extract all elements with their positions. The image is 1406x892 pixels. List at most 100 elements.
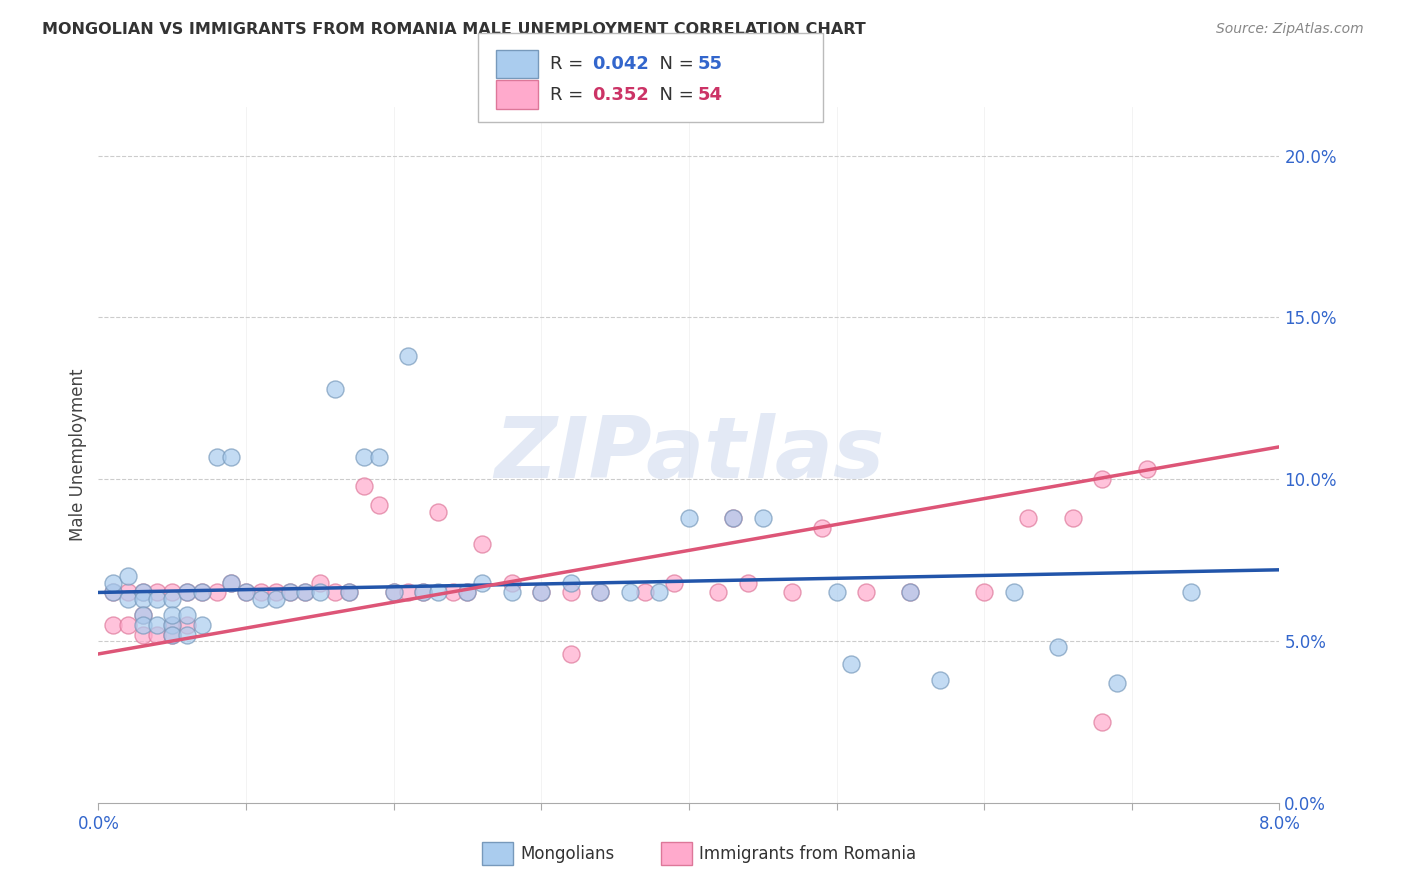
Text: 0.042: 0.042 [592,55,648,73]
Point [426,504,449,518]
Point [132,617,155,632]
Point [530,585,553,599]
Point [219,575,242,590]
Point [707,585,730,599]
Point [103,585,125,599]
Text: N =: N = [648,55,700,73]
Point [367,450,389,464]
Point [412,585,434,599]
Point [367,498,389,512]
Point [353,450,375,464]
Point [456,585,478,599]
Point [117,569,139,583]
Point [900,585,922,599]
Point [664,575,686,590]
Point [132,591,155,606]
Point [633,585,655,599]
Point [219,450,242,464]
Point [589,585,612,599]
Point [471,575,494,590]
Point [456,585,478,599]
Point [426,585,449,599]
Point [382,585,405,599]
Point [146,585,169,599]
Point [191,585,214,599]
Point [117,591,139,606]
Point [250,591,273,606]
Point [530,585,553,599]
Point [162,627,183,641]
Point [146,627,169,641]
Point [162,617,183,632]
Point [176,617,198,632]
Point [323,585,346,599]
Text: Source: ZipAtlas.com: Source: ZipAtlas.com [1216,22,1364,37]
Point [308,585,332,599]
Point [560,575,582,590]
Point [176,585,198,599]
Text: R =: R = [550,55,589,73]
Point [382,585,405,599]
Point [308,575,332,590]
Point [1105,676,1128,690]
Point [337,585,360,599]
Text: ZIPatlas: ZIPatlas [494,413,884,497]
Point [278,585,302,599]
Point [825,585,848,599]
Point [648,585,671,599]
Point [928,673,950,687]
Point [103,585,125,599]
Point [782,585,804,599]
Point [162,617,183,632]
Point [264,591,287,606]
Point [162,608,183,623]
Point [721,511,744,525]
Point [191,617,214,632]
Point [337,585,360,599]
Point [191,585,214,599]
Point [162,627,183,641]
Point [412,585,434,599]
Point [560,585,582,599]
Point [205,450,228,464]
Point [235,585,257,599]
Point [176,627,198,641]
Point [132,585,155,599]
Point [855,585,877,599]
Point [235,585,257,599]
Point [132,627,155,641]
Point [176,585,198,599]
Point [132,608,155,623]
Point [294,585,316,599]
Point [737,575,759,590]
Point [146,617,169,632]
Point [103,617,125,632]
Point [1180,585,1202,599]
Point [589,585,612,599]
Point [264,585,287,599]
Point [973,585,995,599]
Point [117,585,139,599]
Point [396,585,419,599]
Point [619,585,641,599]
Text: 55: 55 [697,55,723,73]
Point [810,521,832,535]
Point [721,511,744,525]
Point [294,585,316,599]
Point [117,617,139,632]
Point [1135,462,1157,476]
Point [839,657,862,671]
Point [900,585,922,599]
Text: MONGOLIAN VS IMMIGRANTS FROM ROMANIA MALE UNEMPLOYMENT CORRELATION CHART: MONGOLIAN VS IMMIGRANTS FROM ROMANIA MAL… [42,22,866,37]
Point [396,349,419,363]
Point [353,478,375,492]
Point [146,591,169,606]
Point [219,575,242,590]
Point [560,647,582,661]
Point [501,575,523,590]
Point [1091,472,1114,486]
Y-axis label: Male Unemployment: Male Unemployment [69,368,87,541]
Point [471,537,494,551]
Text: 54: 54 [697,86,723,103]
Point [103,575,125,590]
